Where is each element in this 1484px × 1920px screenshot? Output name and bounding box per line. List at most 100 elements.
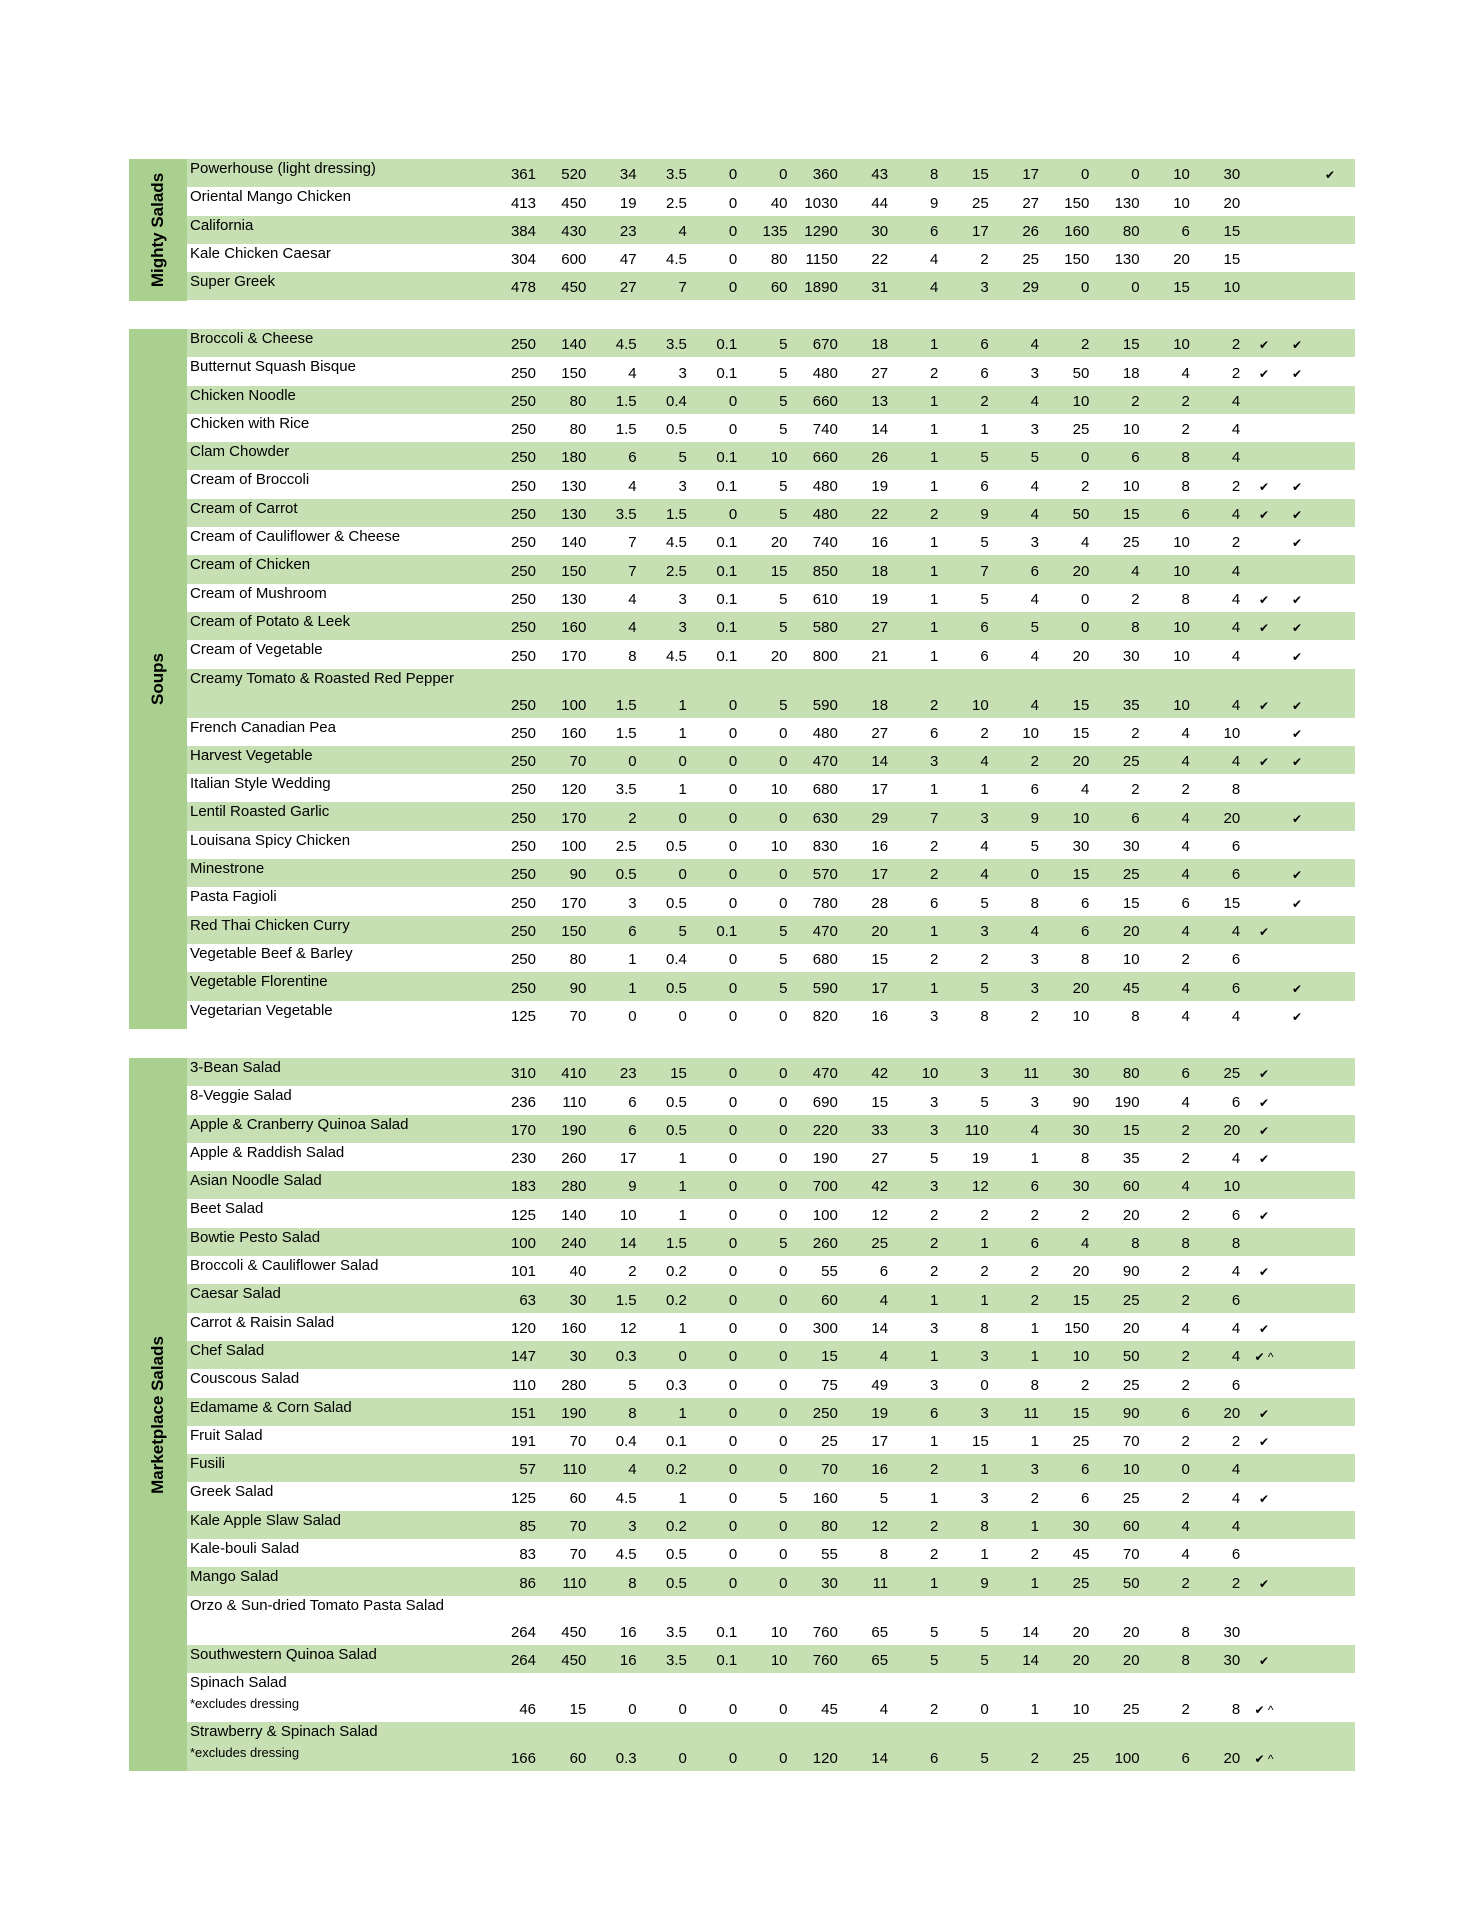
value-cell: 8 <box>1181 1623 1190 1641</box>
value-cell: 80 <box>569 951 587 969</box>
value-cell: 3 <box>1030 421 1039 439</box>
table-row: Spinach Salad *excludes dressing 46 15 0 0 0 0 4… <box>187 1673 1355 1722</box>
value-cell: 8 <box>1181 1651 1190 1669</box>
value-cell: 250 <box>510 619 536 637</box>
value-cell: 450 <box>561 279 587 297</box>
item-name: Vegetarian Vegetable <box>190 1001 333 1019</box>
value-cell: 17 <box>871 866 889 884</box>
value-cell: 1 <box>678 1178 687 1196</box>
item-name: 3-Bean Salad <box>190 1059 281 1076</box>
table-row: Cream of Chicken 250 150 7 2.5 0.1 15 850 18 1 7 6 2… <box>187 555 1355 584</box>
value-cell: 470 <box>812 922 838 940</box>
value-cell: 160 <box>561 724 587 742</box>
table-row: Fruit Salad 191 70 0.4 0.1 0 0 25 17 1 15 1 25 70 2 2 ✔ <box>187 1426 1355 1454</box>
value-cell: 0 <box>1080 166 1090 184</box>
value-cell: 25 <box>1122 866 1140 884</box>
check-mark-icon: ✔ ^ <box>1254 1350 1274 1365</box>
table-row: Harvest Vegetable 250 70 0 0 0 0 470 14 3 4 2 20 25 4 4… <box>187 745 1355 775</box>
value-cell: 17 <box>871 781 889 799</box>
value-cell: 70 <box>1122 1433 1140 1451</box>
value-cell: 25 <box>1072 421 1090 439</box>
value-cell: 0.2 <box>666 1291 687 1309</box>
value-cell: 2 <box>1181 1700 1190 1718</box>
value-cell: 4 <box>1231 562 1241 580</box>
value-cell: 6 <box>1231 979 1241 997</box>
item-name: Kale Chicken Caesar <box>190 244 331 262</box>
item-name: 8-Veggie Salad <box>190 1087 292 1105</box>
value-cell: 0.3 <box>615 1749 637 1767</box>
value-cell: 14 <box>871 1319 889 1337</box>
value-cell: 0 <box>779 1206 788 1224</box>
value-cell: 100 <box>812 1206 838 1224</box>
table-row: Kale-bouli Salad 83 70 4.5 0.5 0 0 55 8 2 1 2 45 70 4 6 <box>187 1539 1355 1567</box>
value-cell: 4 <box>1231 922 1241 940</box>
value-cell: 0 <box>779 1263 788 1281</box>
item-name: Asian Noodle Salad <box>190 1172 322 1190</box>
value-cell: 0.1 <box>716 619 738 637</box>
value-cell: 4 <box>1181 1178 1190 1196</box>
value-cell: 3 <box>678 590 687 608</box>
value-cell: 8 <box>1231 781 1241 799</box>
value-cell: 660 <box>812 449 838 467</box>
item-name: Southwestern Quinoa Salad <box>190 1645 377 1663</box>
value-cell: 47 <box>619 251 637 269</box>
value-cell: 2 <box>1181 392 1190 410</box>
item-name: Carrot & Raisin Salad <box>190 1313 335 1331</box>
value-cell: 2 <box>1181 781 1190 799</box>
table-row: Cream of Cauliflower & Cheese 250 140 7 4.5 0… <box>187 527 1355 555</box>
value-cell: 10 <box>1072 1700 1090 1718</box>
value-cell: 130 <box>561 590 587 608</box>
value-cell: 5 <box>980 894 989 912</box>
value-cell: 1 <box>930 1489 939 1507</box>
value-cell: 2 <box>980 951 989 969</box>
value-cell: 0 <box>1080 279 1090 297</box>
value-cell: 15 <box>871 1093 889 1111</box>
value-cell: 0 <box>728 1121 738 1139</box>
table-row: Bowtie Pesto Salad 100 240 14 1.5 0 5 260 25 2 1 6 4… <box>187 1227 1355 1257</box>
value-cell: 4 <box>1231 1319 1241 1337</box>
value-cell: 15 <box>1223 894 1241 912</box>
value-cell: 0.3 <box>666 1376 687 1394</box>
check-mark-icon: ✔ <box>1291 479 1303 494</box>
value-cell: 35 <box>1122 696 1140 714</box>
value-cell: 6 <box>628 922 637 940</box>
value-cell: 520 <box>561 166 587 184</box>
table-row: Kale Chicken Caesar 304 600 47 4.5 0 80 1150 22 4… <box>187 244 1355 272</box>
value-cell: 0.1 <box>716 1651 738 1669</box>
table-row: Asian Noodle Salad 183 280 9 1 0 0 700 42 3 12 6 30 6… <box>187 1171 1355 1200</box>
value-cell: 15 <box>1072 696 1090 714</box>
table-row: Cream of Vegetable 250 170 8 4.5 0.1 20 800 21 1 6… <box>187 640 1355 668</box>
value-cell: 8 <box>1181 1235 1190 1253</box>
value-cell: 2 <box>1030 753 1039 771</box>
value-cell: 3 <box>980 809 989 827</box>
value-cell: 21 <box>871 647 889 665</box>
table-row: Lentil Roasted Garlic 250 170 2 0 0 0 630 29 7 3 9 1… <box>187 802 1355 831</box>
item-name: Vegetable Beef & Barley <box>190 944 353 962</box>
value-cell: 4 <box>930 279 939 297</box>
value-cell: 0 <box>728 1700 738 1718</box>
value-cell: 4 <box>1131 562 1140 580</box>
value-cell: 4.5 <box>615 1489 637 1507</box>
value-cell: 125 <box>510 1489 536 1507</box>
value-cell: 0.5 <box>666 979 687 997</box>
value-cell: 10 <box>1173 166 1190 184</box>
value-cell: 5 <box>779 979 788 997</box>
value-cell: 0.1 <box>716 477 738 495</box>
value-cell: 1.5 <box>615 696 637 714</box>
value-cell: 3 <box>1030 1461 1039 1479</box>
value-cell: 4 <box>1080 781 1090 799</box>
table-row: Cream of Potato & Leek 250 160 4 3 0.1 5 580 27 1… <box>187 611 1355 641</box>
value-cell: 170 <box>561 809 587 827</box>
value-cell: 480 <box>812 477 838 495</box>
value-cell: 8 <box>1181 449 1190 467</box>
value-cell: 170 <box>510 1121 536 1139</box>
section-label-text: Soups <box>148 652 167 705</box>
value-cell: 250 <box>510 477 536 495</box>
value-cell: 5 <box>779 392 788 410</box>
value-cell: 0 <box>1131 166 1140 184</box>
value-cell: 30 <box>1223 166 1241 184</box>
value-cell: 16 <box>619 1623 637 1641</box>
value-cell: 0 <box>980 1700 989 1718</box>
check-mark-icon: ✔ <box>1291 366 1303 381</box>
value-cell: 0 <box>779 894 788 912</box>
